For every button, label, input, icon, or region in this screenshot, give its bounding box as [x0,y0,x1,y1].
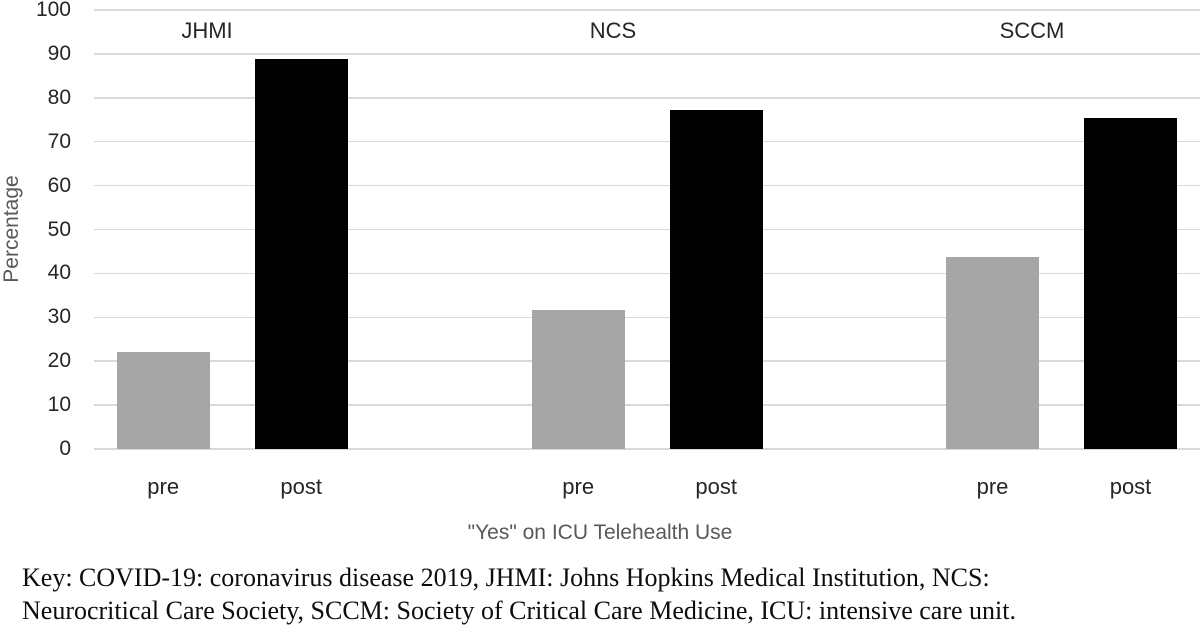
footnote-line: Key: COVID-19: coronavirus disease 2019,… [22,563,990,592]
y-tick-label-100: 100 [35,0,71,22]
y-tick-label-20: 20 [47,349,71,373]
gridline-40 [94,272,1200,275]
y-tick-label-10: 10 [47,393,71,417]
gridline-10 [94,404,1200,406]
key-footnote: Key: COVID-19: coronavirus disease 2019,… [22,561,1182,627]
group-label-jhmi: JHMI [181,18,233,43]
group-label-sccm: SCCM [999,18,1065,43]
gridline-0 [94,448,1200,450]
gridline-100 [94,9,1200,11]
gridline-70 [94,140,1200,143]
bar-ncs-post [669,109,763,449]
bar-jhmi-post [254,58,348,449]
footnote-line: Neurocritical Care Society, SCCM: Societ… [22,596,1016,625]
y-tick-label-40: 40 [47,261,71,285]
gridline-60 [94,184,1200,187]
plot-area [94,9,1200,450]
x-tick-label-sccm-pre: pre [976,474,1009,499]
gridline-50 [94,228,1200,231]
y-tick-label-0: 0 [59,437,71,460]
bar-sccm-pre [946,256,1039,449]
y-tick-label-80: 80 [47,85,71,109]
x-tick-label-sccm-post: post [1109,474,1152,499]
bar-jhmi-pre [116,352,210,449]
gridline-90 [94,53,1200,55]
group-label-ncs: NCS [589,18,637,43]
x-tick-label-jhmi-post: post [280,474,322,499]
bar-sccm-post [1084,117,1177,449]
y-tick-label-70: 70 [47,129,71,153]
x-tick-label-ncs-pre: pre [562,474,595,499]
y-tick-label-50: 50 [47,217,71,241]
x-tick-label-jhmi-pre: pre [147,474,180,499]
x-tick-label-ncs-post: post [695,474,737,499]
y-tick-label-90: 90 [47,41,71,65]
y-tick-label-60: 60 [47,173,71,197]
gridline-80 [94,97,1200,99]
bar-ncs-pre [531,310,625,449]
gridline-20 [94,360,1200,362]
x-axis-title: "Yes" on ICU Telehealth Use [467,521,733,544]
gridline-30 [94,316,1200,319]
y-tick-label-30: 30 [47,305,71,329]
